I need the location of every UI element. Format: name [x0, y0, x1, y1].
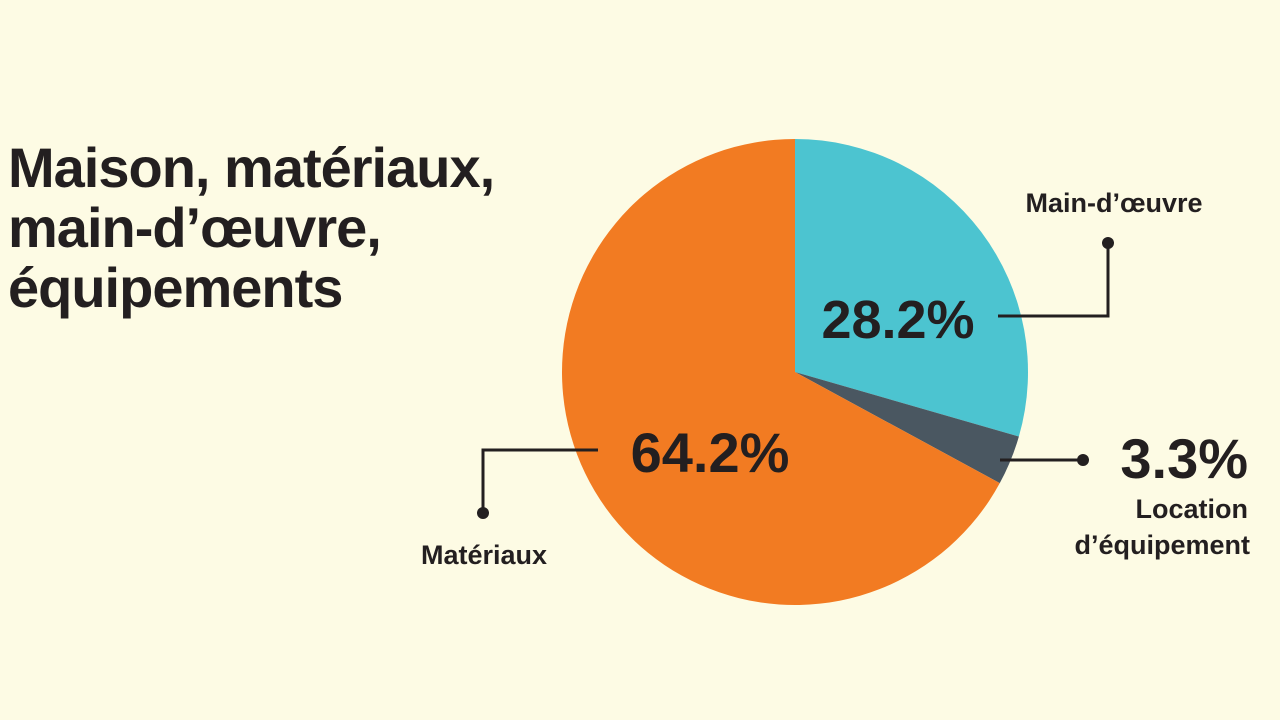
- pie-slice-location-d-quipement: [795, 372, 1019, 484]
- leader-line-materiaux: [481, 448, 598, 513]
- value-label-materiaux: 64.2%: [631, 421, 790, 484]
- leader-line-main-doeuvre: [998, 243, 1110, 318]
- slice-label-location-line2: d’équipement: [1074, 530, 1250, 560]
- pie-slice-mat-riaux: [561, 139, 1000, 605]
- leader-dot-main-doeuvre: [1102, 237, 1114, 249]
- pie-slice-main-d-uvre: [795, 139, 1028, 437]
- slice-label-materiaux: Matériaux: [421, 540, 547, 570]
- slice-label-main-doeuvre: Main-d’œuvre: [1025, 188, 1202, 218]
- chart-title: Maison, matériaux, main-d’œuvre, équipem…: [8, 136, 495, 319]
- value-label-location: 3.3%: [1120, 427, 1248, 490]
- leader-dot-location: [1077, 454, 1089, 466]
- slice-label-location-line1: Location: [1136, 494, 1249, 524]
- leader-dot-materiaux: [477, 507, 489, 519]
- value-label-main-doeuvre: 28.2%: [821, 290, 974, 350]
